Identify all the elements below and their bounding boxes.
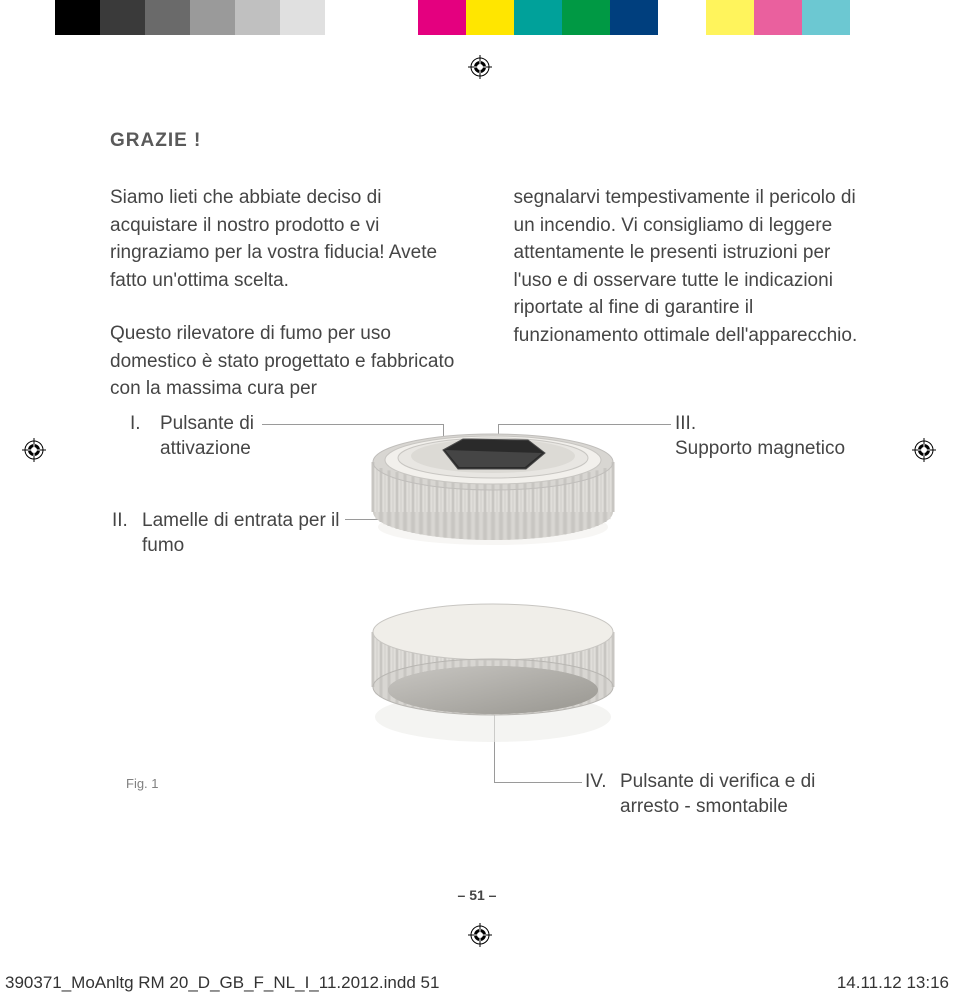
print-footer: 390371_MoAnltg RM 20_D_GB_F_NL_I_11.2012… bbox=[0, 973, 954, 993]
page-number: – 51 – bbox=[458, 887, 497, 903]
color-swatch bbox=[802, 0, 850, 35]
color-swatch bbox=[370, 0, 418, 35]
label-i: I.Pulsante di attivazione bbox=[130, 412, 335, 461]
color-swatch bbox=[706, 0, 754, 35]
color-swatch bbox=[514, 0, 562, 35]
registration-mark-icon bbox=[468, 923, 492, 947]
color-swatch bbox=[418, 0, 466, 35]
device-top-view bbox=[368, 412, 618, 552]
column-right: segnalarvi tempestivamente il pericolo d… bbox=[514, 184, 870, 429]
column-left: Siamo lieti che abbiate deciso di acquis… bbox=[110, 184, 466, 429]
label-iv: IV.Pulsante di verifica e di arresto - s… bbox=[585, 770, 860, 819]
registration-mark-icon bbox=[912, 438, 936, 462]
registration-mark-icon bbox=[468, 55, 492, 79]
label-iii: III.Supporto magnetico bbox=[675, 412, 870, 461]
device-bottom-view bbox=[368, 582, 618, 752]
footer-filename: 390371_MoAnltg RM 20_D_GB_F_NL_I_11.2012… bbox=[5, 973, 439, 993]
diagram: I.Pulsante di attivazione II.Lamelle di … bbox=[110, 412, 870, 842]
color-swatch bbox=[280, 0, 325, 35]
color-swatch bbox=[658, 0, 706, 35]
paragraph: Questo rilevatore di fumo per uso domest… bbox=[110, 320, 466, 403]
registration-mark-icon bbox=[22, 438, 46, 462]
paragraph: Siamo lieti che abbiate deciso di acquis… bbox=[110, 184, 466, 294]
color-swatch bbox=[325, 0, 370, 35]
color-swatch bbox=[610, 0, 658, 35]
color-swatch bbox=[235, 0, 280, 35]
color-swatch bbox=[55, 0, 100, 35]
figure-label: Fig. 1 bbox=[126, 776, 159, 791]
page-title: GRAZIE ! bbox=[110, 130, 869, 152]
color-swatch bbox=[145, 0, 190, 35]
print-color-bar bbox=[55, 0, 902, 35]
color-swatch bbox=[190, 0, 235, 35]
footer-timestamp: 14.11.12 13:16 bbox=[837, 973, 949, 993]
callout-line bbox=[494, 782, 582, 783]
text-columns: Siamo lieti che abbiate deciso di acquis… bbox=[110, 184, 869, 429]
color-swatch bbox=[562, 0, 610, 35]
color-swatch bbox=[754, 0, 802, 35]
color-swatch bbox=[100, 0, 145, 35]
page-content: GRAZIE ! Siamo lieti che abbiate deciso … bbox=[110, 130, 869, 429]
color-swatch bbox=[466, 0, 514, 35]
paragraph: segnalarvi tempestivamente il pericolo d… bbox=[514, 184, 870, 349]
label-ii: II.Lamelle di entrata per il fumo bbox=[112, 509, 352, 558]
